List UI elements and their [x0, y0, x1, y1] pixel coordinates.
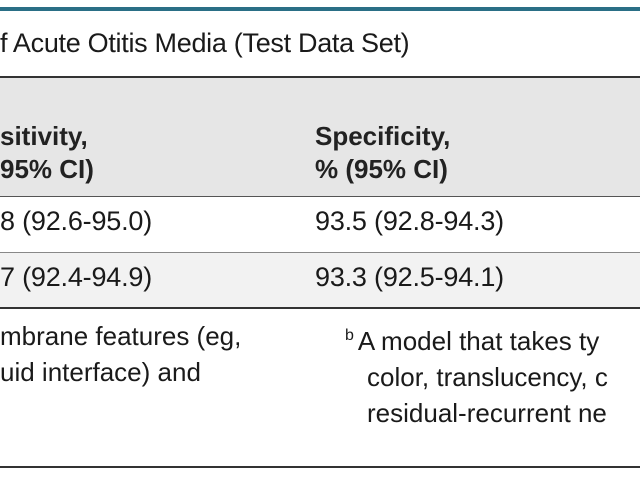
- row1-specificity-cell: 93.5 (92.8-94.3): [315, 206, 504, 236]
- footnote-b-line1: A model that takes ty: [357, 326, 600, 356]
- row2-sensitivity-cell: 7 (92.4-94.9): [0, 262, 152, 292]
- table-header: [0, 78, 640, 196]
- header-divider: [0, 196, 640, 197]
- footnote-left-line2: uid interface) and: [0, 357, 201, 387]
- row1-sensitivity-cell: 8 (92.6-95.0): [0, 206, 152, 236]
- footnote-left-line1: mbrane features (eg,: [0, 321, 242, 351]
- footnote-left: mbrane features (eg, uid interface) and: [0, 318, 241, 390]
- table-row: [0, 253, 640, 307]
- footnote-bottom-rule: [0, 466, 640, 468]
- footnote-b-line2: color, translucency, c: [367, 362, 608, 392]
- top-accent-rule: [0, 7, 640, 11]
- title-divider: [0, 76, 640, 78]
- header-specificity-line2: % (95% CI): [315, 154, 448, 184]
- row-divider: [0, 252, 640, 253]
- header-sensitivity-line1: sitivity,: [0, 121, 88, 151]
- footnote-b-line3: residual-recurrent ne: [367, 398, 607, 428]
- header-specificity: Specificity, % (95% CI): [315, 120, 450, 186]
- header-sensitivity-line2: 95% CI): [0, 154, 94, 184]
- table-row: [0, 197, 640, 252]
- table-title: f Acute Otitis Media (Test Data Set): [0, 28, 410, 58]
- header-sensitivity: sitivity, 95% CI): [0, 120, 94, 186]
- row2-specificity-cell: 93.3 (92.5-94.1): [315, 262, 504, 292]
- footnote-b-marker: b: [345, 327, 354, 344]
- table-bottom-rule: [0, 307, 640, 309]
- header-specificity-line1: Specificity,: [315, 121, 451, 151]
